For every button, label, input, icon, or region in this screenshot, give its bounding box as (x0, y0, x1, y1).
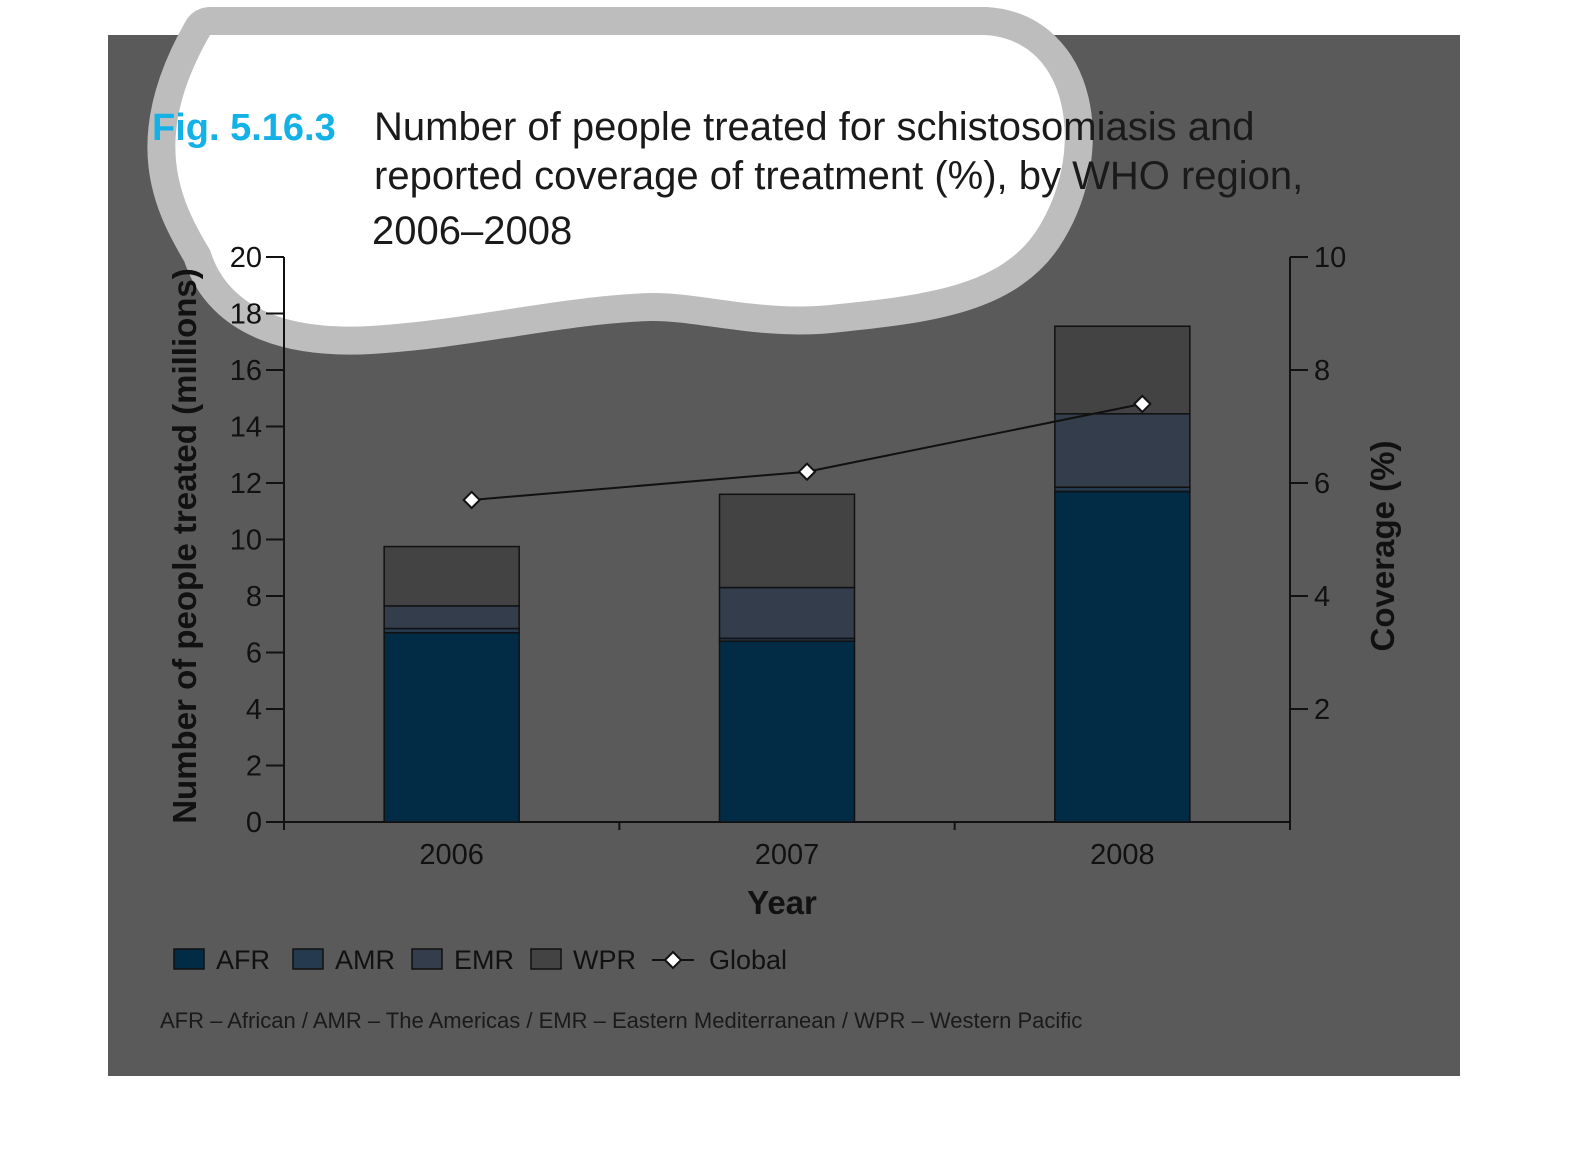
y-tick-label: 12 (230, 468, 262, 500)
bar-afr (1054, 490, 1191, 823)
x-axis-title: Year (747, 884, 817, 921)
y-tick-label: 14 (230, 412, 262, 444)
legend-swatch-amr (292, 948, 324, 970)
legend-label-emr: EMR (454, 945, 514, 975)
bar-wpr (1054, 325, 1191, 415)
bar-wpr (718, 493, 856, 589)
y2-tick-label: 10 (1314, 242, 1346, 274)
figure-title: Fig. 5.16.3 Number of people treated for… (152, 105, 1303, 253)
bar-emr (718, 586, 856, 640)
y2-tick-label: 4 (1314, 581, 1330, 613)
legend-marker-global (663, 950, 683, 970)
y-tick-label: 8 (246, 581, 262, 613)
legend-swatch-afr (173, 948, 205, 970)
legend-swatch-emr (411, 948, 443, 970)
y-tick-label: 10 (230, 525, 262, 557)
legend-label-amr: AMR (335, 945, 395, 975)
global-coverage-point (462, 490, 482, 510)
global-coverage-point (797, 462, 817, 482)
bar-emr (1054, 413, 1191, 488)
y-axis-title: Number of people treated (millions) (166, 268, 203, 824)
title-line-1: Number of people treated for schistosomi… (374, 105, 1254, 149)
legend: AFR AMR EMR WPR Global (173, 945, 787, 975)
y-tick-label: 2 (246, 751, 262, 783)
title-line-3: 2006–2008 (372, 209, 572, 253)
bar-emr (383, 605, 520, 630)
footnote: AFR – African / AMR – The Americas / EMR… (160, 1008, 1082, 1033)
y-tick-label: 4 (246, 694, 262, 726)
title-line-2: reported coverage of treatment (%), by W… (374, 154, 1303, 198)
legend-label-global: Global (709, 945, 787, 975)
figure-label: Fig. 5.16.3 (152, 107, 336, 149)
y-tick-label: 20 (230, 242, 262, 274)
y-tick-label: 0 (246, 807, 262, 839)
legend-label-afr: AFR (216, 945, 270, 975)
x-tick-label: 2007 (755, 839, 820, 871)
legend-swatch-wpr (530, 948, 562, 970)
global-coverage-point (1132, 394, 1152, 414)
y-tick-label: 6 (246, 638, 262, 670)
plot-area: 0 2 4 6 8 10 12 14 16 18 20 2 4 6 8 10 2006 2007 2008 (230, 242, 1347, 871)
y2-tick-label: 2 (1314, 694, 1330, 726)
x-tick-label: 2008 (1090, 839, 1155, 871)
bar-afr (718, 640, 856, 823)
bar-wpr (383, 545, 520, 607)
y-tick-label: 18 (230, 299, 262, 331)
x-tick-label: 2006 (419, 839, 484, 871)
legend-label-wpr: WPR (573, 945, 636, 975)
bar-afr (383, 631, 520, 823)
y2-tick-label: 6 (1314, 468, 1330, 500)
cloud-callout (175, 35, 1065, 327)
y2-axis-title: Coverage (%) (1364, 441, 1401, 652)
y2-tick-label: 8 (1314, 355, 1330, 387)
y-tick-label: 16 (230, 355, 262, 387)
